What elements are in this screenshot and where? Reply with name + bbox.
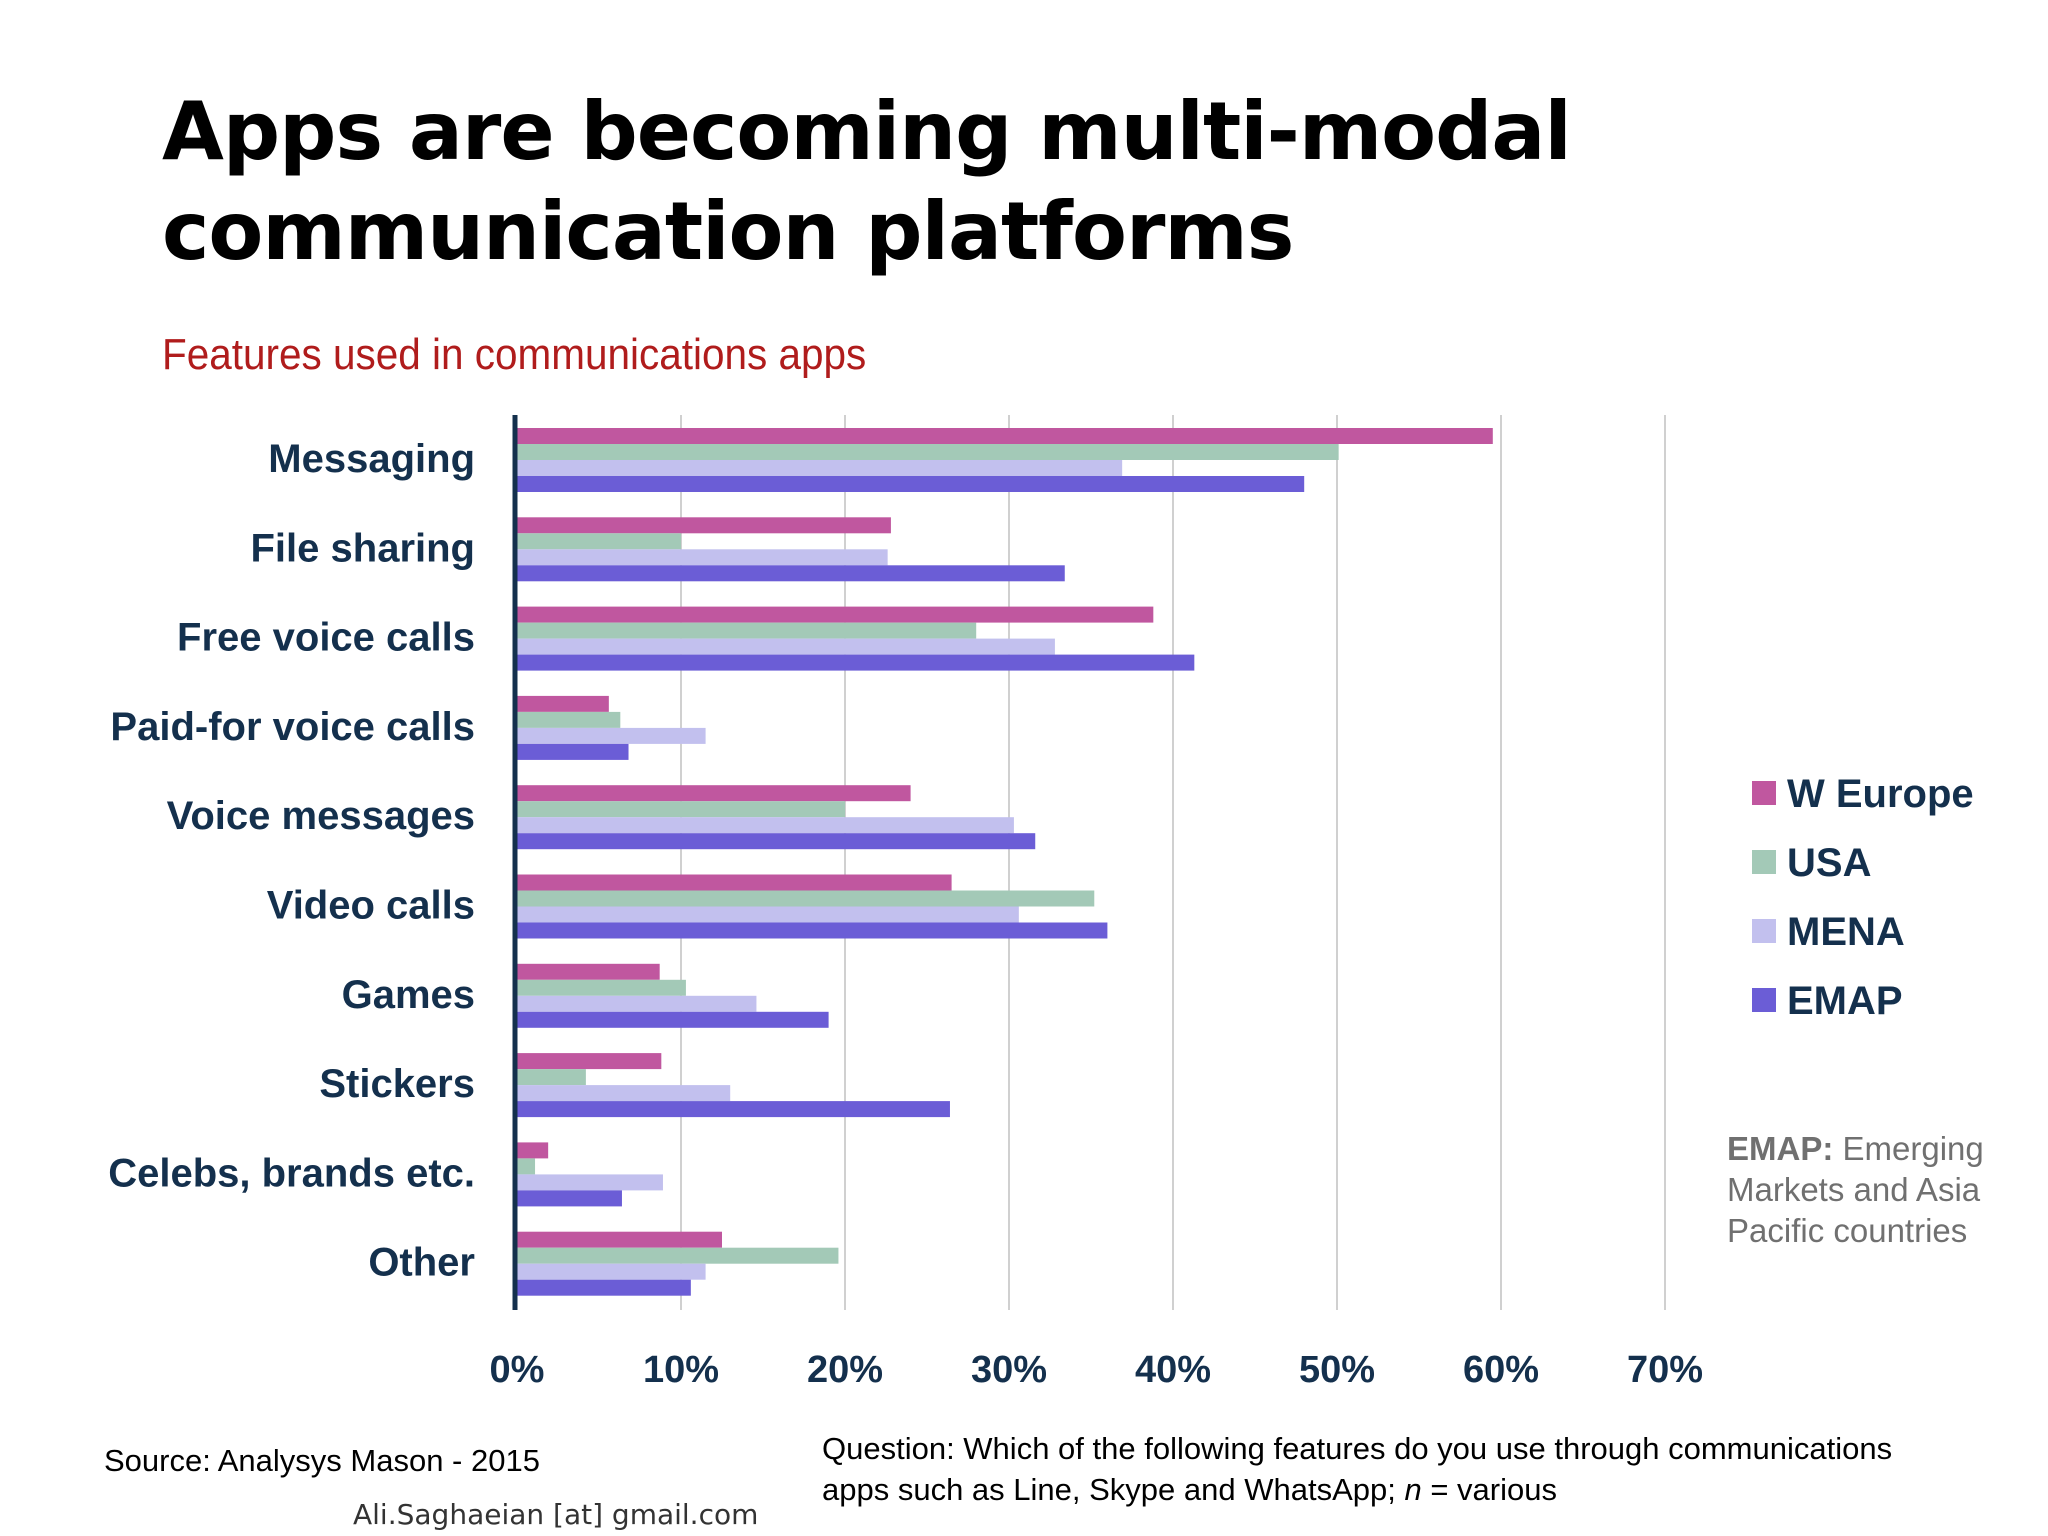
bar [517, 1231, 722, 1248]
bar [517, 874, 952, 891]
bar [517, 622, 977, 639]
bar [517, 1011, 829, 1028]
slide-title-line-1: Apps are becoming multi-modal [162, 85, 1572, 178]
bar [517, 517, 891, 534]
bar [517, 428, 1493, 444]
question-n: n [1404, 1472, 1422, 1507]
bars [517, 428, 1493, 1296]
bar [517, 1069, 586, 1086]
bar [517, 565, 1065, 582]
bar [517, 1053, 662, 1070]
category-label: Video calls [267, 884, 475, 928]
bar [517, 476, 1305, 492]
emap-footnote: EMAP: Emerging Markets and Asia Pacific … [1727, 1128, 2027, 1251]
x-tick-label: 70% [1627, 1349, 1703, 1391]
slide-title: Apps are becoming multi-modal communicat… [162, 82, 1862, 282]
legend-label: MENA [1787, 910, 1905, 954]
emap-note-label: EMAP: [1727, 1130, 1834, 1167]
legend-swatch [1752, 850, 1776, 874]
grid-lines [680, 415, 1666, 1310]
legend-label: EMAP [1787, 979, 1903, 1023]
legend-label: W Europe [1787, 772, 1974, 816]
bar [517, 549, 888, 566]
bar [517, 1247, 839, 1264]
bar [517, 444, 1339, 460]
bar [517, 695, 609, 712]
bar [517, 1142, 549, 1159]
bar [517, 1263, 706, 1280]
bar [517, 995, 757, 1012]
question-prefix: Question: Which of the following feature… [822, 1431, 1893, 1507]
category-label: Free voice calls [177, 616, 475, 660]
legend-swatch [1752, 781, 1776, 805]
bar [517, 817, 1014, 834]
legend-label: USA [1787, 841, 1871, 885]
category-label: Stickers [319, 1062, 475, 1106]
bar [517, 833, 1036, 850]
x-tick-label: 50% [1299, 1349, 1375, 1391]
bar [517, 1279, 691, 1296]
survey-question: Question: Which of the following feature… [822, 1428, 1922, 1510]
bar [517, 1158, 536, 1175]
legend: W Europe USA MENA EMAP [1752, 772, 1974, 1023]
chart-title: Features used in communications apps [162, 330, 867, 379]
bar [517, 743, 629, 760]
x-tick-label: 0% [490, 1349, 545, 1391]
category-label: Messaging [268, 437, 475, 481]
bar [517, 922, 1108, 939]
x-tick-labels: 0% 10% 20% 30% 40% 50% 60% 70% [490, 1349, 1703, 1391]
legend-swatch [1752, 919, 1776, 943]
x-tick-label: 30% [971, 1349, 1047, 1391]
category-label: Celebs, brands etc. [108, 1151, 475, 1195]
author-credit: Ali.Saghaeian [at] gmail.com [353, 1498, 759, 1531]
slide-title-line-2: communication platforms [162, 185, 1294, 278]
bar [517, 638, 1055, 655]
legend-swatch [1752, 988, 1776, 1012]
x-tick-label: 40% [1135, 1349, 1211, 1391]
bar [517, 801, 845, 818]
bar [517, 1190, 622, 1207]
bar [517, 979, 686, 996]
source-citation: Source: Analysys Mason - 2015 [104, 1443, 540, 1478]
category-label: Voice messages [167, 794, 475, 838]
bar [517, 533, 681, 550]
category-label: Games [342, 973, 475, 1017]
bar [517, 890, 1095, 907]
x-tick-label: 20% [807, 1349, 883, 1391]
bar [517, 1101, 950, 1118]
category-label: Other [368, 1241, 475, 1285]
bar [517, 711, 621, 728]
bar [517, 606, 1154, 623]
x-tick-label: 10% [643, 1349, 719, 1391]
bar [517, 460, 1123, 476]
bar [517, 963, 660, 980]
category-labels: Messaging File sharing Free voice calls Pai… [108, 437, 475, 1285]
bar [517, 906, 1019, 923]
x-tick-label: 60% [1463, 1349, 1539, 1391]
emap-note-text: Emerging Markets and Asia Pacific countr… [1727, 1130, 1984, 1249]
bar [517, 1085, 731, 1102]
bar [517, 654, 1195, 671]
category-label: Paid-for voice calls [110, 705, 475, 749]
bar [517, 1174, 663, 1191]
bar [517, 785, 911, 802]
bar [517, 727, 706, 744]
category-label: File sharing [251, 526, 476, 570]
question-suffix: = various [1421, 1472, 1557, 1507]
